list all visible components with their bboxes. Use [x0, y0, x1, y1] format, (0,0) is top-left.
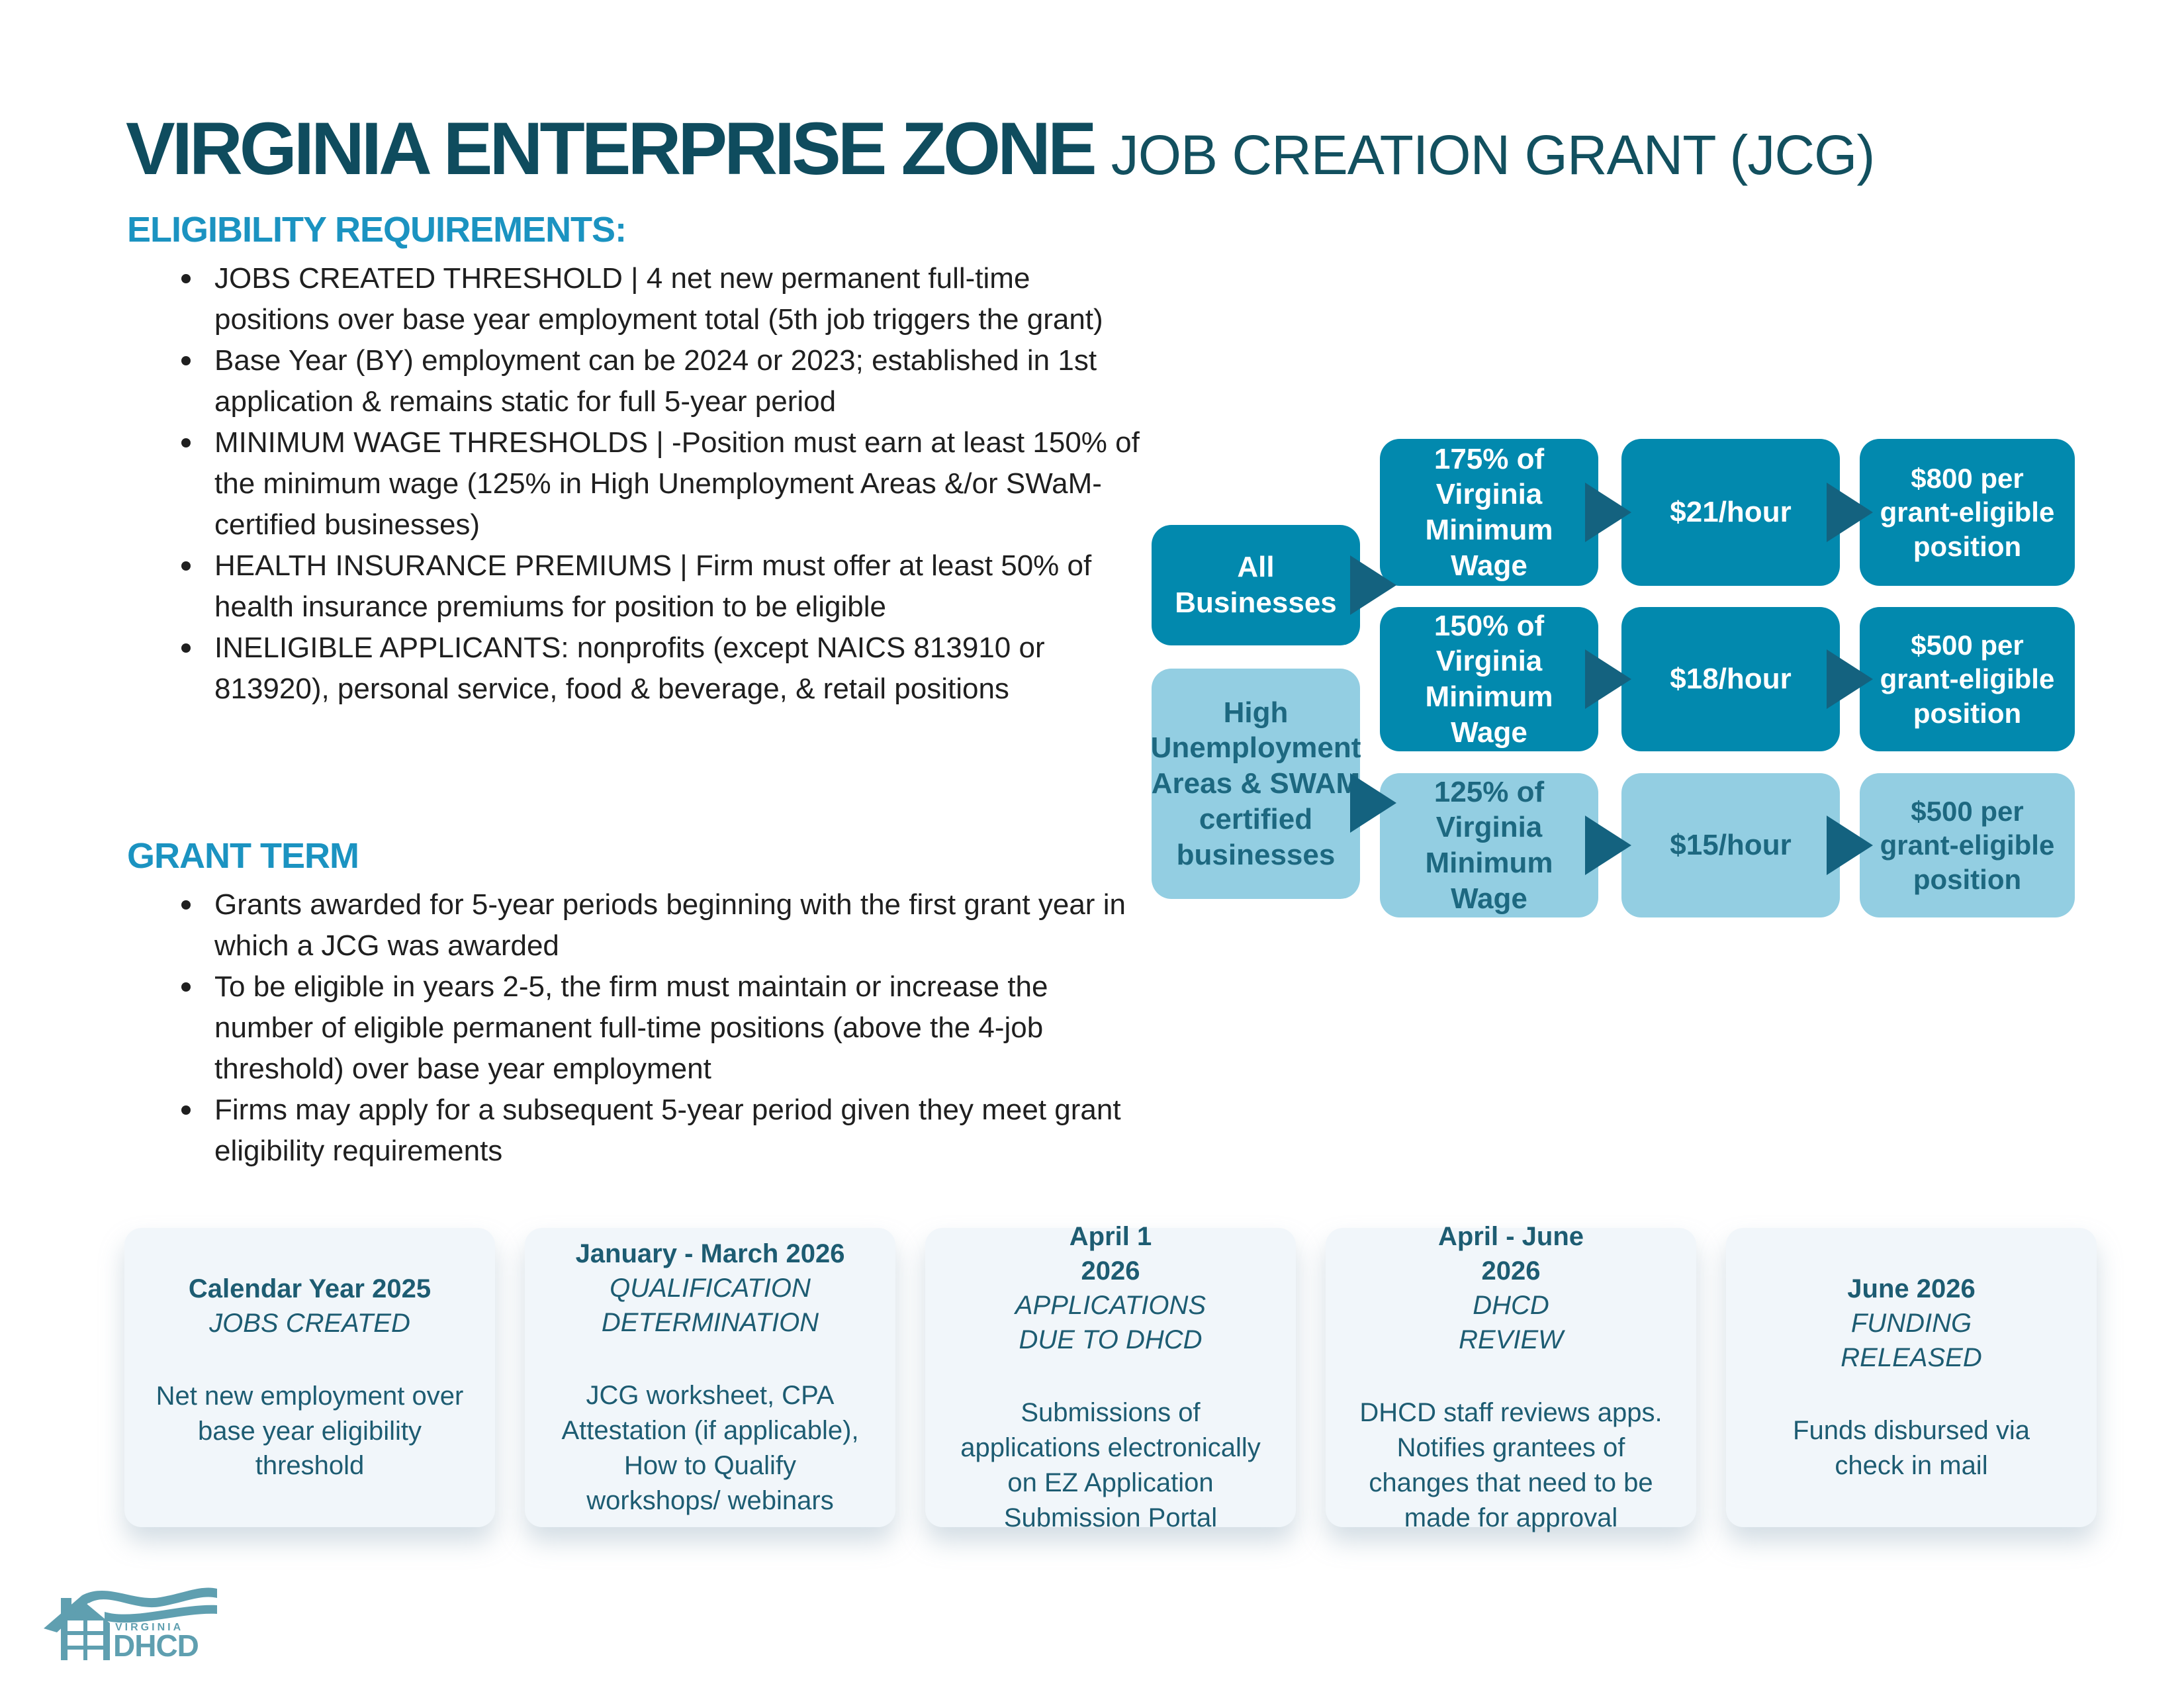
card-date: June 2026 — [1847, 1274, 1976, 1304]
arrow-right-icon — [1585, 483, 1631, 542]
flow-source-all-businesses: All Businesses — [1152, 525, 1360, 645]
dhcd-logo-icon: VIRGINIA DHCD — [44, 1587, 217, 1663]
flow-grant-500-light: $500 per grant-eligible position — [1860, 773, 2075, 917]
flow-grant-800: $800 per grant-eligible position — [1860, 439, 2075, 586]
eligibility-list: JOBS CREATED THRESHOLD | 4 net new perma… — [171, 258, 1144, 710]
page-title-subtitle: JOB CREATION GRANT (JCG) — [1111, 124, 1876, 186]
eligibility-item: Base Year (BY) employment can be 2024 or… — [171, 340, 1144, 422]
eligibility-item: INELIGIBLE APPLICANTS: nonprofits (excep… — [171, 628, 1144, 710]
flow-box-label: 125% of Virginia Minimum Wage — [1425, 775, 1553, 915]
card-phase: APPLICATIONS DUE TO DHCD — [1015, 1291, 1206, 1355]
page-title: VIRGINIA ENTERPRISE ZONE JOB CREATION GR… — [126, 106, 1876, 191]
grant-term-item: Grants awarded for 5-year periods beginn… — [171, 884, 1144, 966]
flow-wage-150: 150% of Virginia Minimum Wage — [1380, 607, 1598, 751]
card-phase: FUNDING RELEASED — [1841, 1309, 1982, 1373]
flow-box-label: $800 per grant-eligible position — [1880, 463, 2055, 562]
flow-box-label: 150% of Virginia Minimum Wage — [1425, 609, 1553, 749]
flow-box-label: $500 per grant-eligible position — [1880, 796, 2055, 895]
flow-box-label: $500 per grant-eligible position — [1880, 630, 2055, 729]
card-date: April - June 2026 — [1437, 1222, 1584, 1286]
card-date: April 1 2026 — [1069, 1222, 1152, 1286]
grant-term-item: Firms may apply for a subsequent 5-year … — [171, 1090, 1144, 1172]
grant-term-item: To be eligible in years 2-5, the firm mu… — [171, 966, 1144, 1090]
timeline-card-funding-released: June 2026 FUNDING RELEASED Funds disburs… — [1726, 1228, 2097, 1527]
arrow-right-icon — [1827, 816, 1873, 875]
card-detail: JCG worksheet, CPA Attestation (if appli… — [561, 1381, 859, 1515]
page-title-main: VIRGINIA ENTERPRISE ZONE — [126, 107, 1097, 190]
flow-grant-500-dark: $500 per grant-eligible position — [1860, 607, 2075, 751]
flow-wage-175: 175% of Virginia Minimum Wage — [1380, 439, 1598, 586]
flow-hourly-21: $21/hour — [1621, 439, 1840, 586]
arrow-right-icon — [1350, 773, 1396, 833]
grant-term-list: Grants awarded for 5-year periods beginn… — [171, 884, 1144, 1172]
flow-wage-125: 125% of Virginia Minimum Wage — [1380, 773, 1598, 917]
flow-box-label: $18/hour — [1670, 663, 1792, 696]
flow-box-label: $21/hour — [1670, 496, 1792, 529]
arrow-right-icon — [1350, 555, 1396, 615]
flow-box-label: 175% of Virginia Minimum Wage — [1425, 442, 1553, 582]
eligibility-item: JOBS CREATED THRESHOLD | 4 net new perma… — [171, 258, 1144, 340]
timeline-card-jobs-created: Calendar Year 2025 JOBS CREATED Net new … — [124, 1228, 495, 1527]
card-phase: QUALIFICATION DETERMINATION — [601, 1274, 819, 1338]
card-detail: Submissions of applications electronical… — [960, 1398, 1261, 1532]
card-phase: DHCD REVIEW — [1459, 1291, 1563, 1355]
arrow-right-icon — [1585, 816, 1631, 875]
eligibility-item: MINIMUM WAGE THRESHOLDS | -Position must… — [171, 422, 1144, 545]
timeline-card-dhcd-review: April - June 2026 DHCD REVIEW DHCD staff… — [1326, 1222, 1696, 1532]
eligibility-heading: ELIGIBILITY REQUIREMENTS: — [127, 210, 627, 250]
timeline-card-qualification: January - March 2026 QUALIFICATION DETER… — [525, 1228, 895, 1527]
flow-box-label: All Businesses — [1175, 551, 1337, 619]
flow-hourly-15: $15/hour — [1621, 773, 1840, 917]
card-phase: JOBS CREATED — [209, 1308, 410, 1338]
card-detail: DHCD staff reviews apps. Notifies grante… — [1359, 1398, 1662, 1532]
eligibility-item: HEALTH INSURANCE PREMIUMS | Firm must of… — [171, 545, 1144, 628]
arrow-right-icon — [1827, 649, 1873, 709]
arrow-right-icon — [1585, 649, 1631, 709]
card-date: January - March 2026 — [575, 1239, 845, 1269]
card-detail: Net new employment over base year eligib… — [156, 1381, 464, 1481]
flow-box-label: $15/hour — [1670, 829, 1792, 862]
timeline-card-applications-due: April 1 2026 APPLICATIONS DUE TO DHCD Su… — [925, 1222, 1296, 1532]
card-detail: Funds disbursed via check in mail — [1793, 1416, 2030, 1480]
flow-source-high-unemployment: High Unemployment Areas & SWAM certified… — [1150, 669, 1361, 899]
flow-box-label: High Unemployment Areas & SWAM certified… — [1150, 696, 1361, 871]
card-date: Calendar Year 2025 — [188, 1274, 432, 1303]
flow-hourly-18: $18/hour — [1621, 607, 1840, 751]
logo-org-big: DHCD — [113, 1628, 199, 1663]
grant-term-heading: GRANT TERM — [127, 836, 359, 876]
arrow-right-icon — [1827, 483, 1873, 542]
logo-org-small: VIRGINIA — [115, 1622, 183, 1633]
